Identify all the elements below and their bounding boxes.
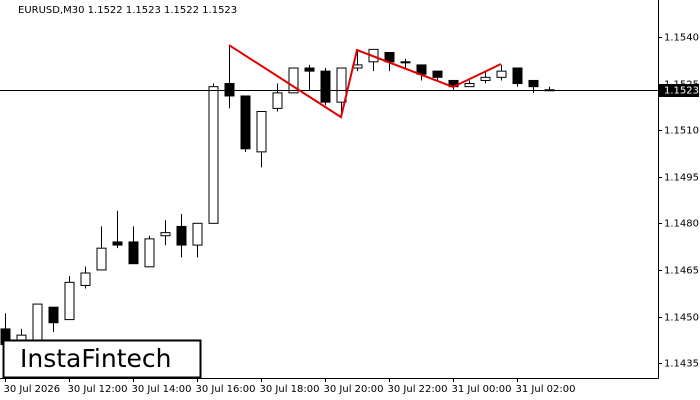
candle-body — [240, 95, 251, 150]
x-tick-label: 30 Jul 18:00 — [260, 384, 320, 395]
candle-body — [336, 67, 347, 103]
candle-body — [192, 222, 203, 246]
candle-body — [128, 241, 139, 265]
candle-body — [480, 76, 491, 81]
x-tick-label: 30 Jul 22:00 — [388, 384, 448, 395]
pattern-line — [228, 44, 502, 119]
candle-body — [208, 86, 219, 224]
candle-body — [48, 306, 59, 324]
x-tick-label: 30 Jul 20:00 — [324, 384, 384, 395]
y-tick-label: 1.1435 — [664, 359, 699, 370]
candle-body — [320, 70, 331, 103]
y-tick-label: 1.1465 — [664, 266, 699, 277]
candle-body — [288, 67, 299, 94]
candle-body — [144, 238, 155, 268]
x-tick-label: 31 Jul 00:00 — [452, 384, 512, 395]
logo: InstaFintech — [20, 344, 172, 373]
logo-box — [2, 339, 202, 379]
candle-body — [176, 225, 187, 246]
candle-body — [96, 247, 107, 271]
candle-body — [432, 70, 443, 78]
candle-body — [256, 111, 267, 153]
y-tick-label: 1.1540 — [664, 33, 699, 44]
candle-body — [464, 83, 475, 88]
chart-title: EURUSD,M30 1.1522 1.1523 1.1522 1.1523 — [18, 5, 237, 16]
candle-body — [32, 303, 43, 342]
last-price-label: 1.1523 — [664, 86, 699, 97]
x-tick-label: 31 Jul 02:00 — [516, 384, 576, 395]
x-tick-label: 30 Jul 14:00 — [132, 384, 192, 395]
candle-body — [160, 232, 171, 237]
candle-body — [80, 272, 91, 286]
candle-body — [400, 61, 411, 64]
y-tick-label: 1.1510 — [664, 126, 699, 137]
candle-body — [304, 67, 315, 72]
last-price-box — [659, 84, 699, 97]
y-tick-label: 1.1495 — [664, 173, 699, 184]
candle-body — [112, 241, 123, 246]
x-tick-label: 30 Jul 12:00 — [68, 384, 128, 395]
candle-body — [224, 83, 235, 97]
candle-body — [64, 281, 75, 321]
candle-body — [496, 70, 507, 78]
candle-body — [272, 92, 283, 109]
y-tick-label: 1.1450 — [664, 313, 699, 324]
candle-body — [528, 79, 539, 88]
plot-area — [0, 44, 658, 360]
x-tick-label: 30 Jul 16:00 — [196, 384, 256, 395]
x-tick-label: 30 Jul 2026 — [4, 384, 61, 395]
y-tick-label: 1.1480 — [664, 219, 699, 230]
candle-body — [512, 67, 523, 85]
